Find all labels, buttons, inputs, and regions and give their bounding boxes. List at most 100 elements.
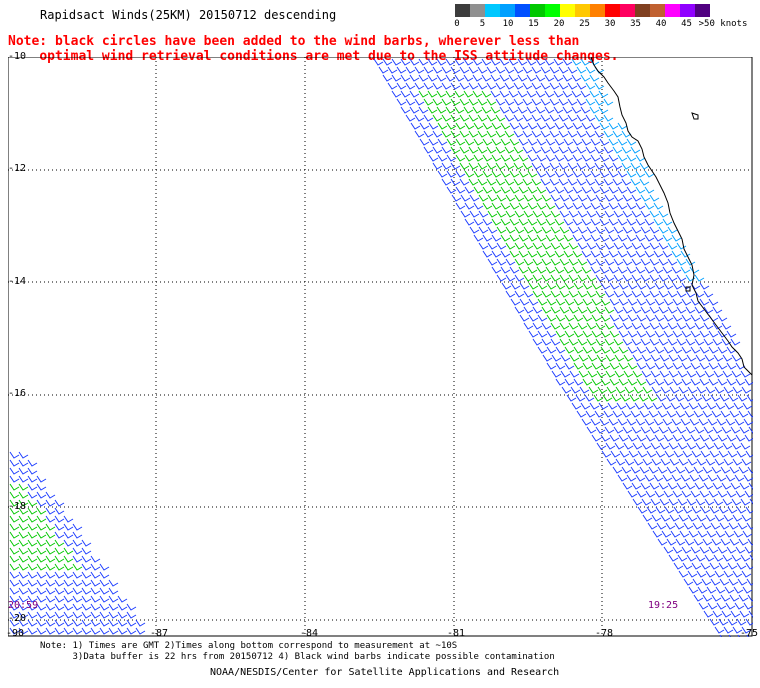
- wind-barb: [663, 434, 674, 442]
- wind-barb: [537, 298, 548, 306]
- wind-barb: [745, 618, 753, 626]
- wind-barb: [699, 490, 710, 498]
- wind-barb: [600, 434, 611, 442]
- wind-barb: [523, 306, 534, 314]
- wind-barb: [717, 314, 728, 322]
- wind-barb: [72, 523, 83, 531]
- wind-barb: [663, 330, 674, 338]
- wind-barb: [391, 74, 402, 82]
- wind-barb: [463, 90, 474, 98]
- wind-barb: [671, 234, 682, 242]
- wind-barb: [418, 106, 429, 114]
- wind-barb: [622, 242, 633, 250]
- wind-barb: [701, 578, 712, 586]
- wind-barb: [568, 306, 579, 314]
- wind-barb: [730, 610, 741, 618]
- wind-barb: [593, 394, 604, 402]
- wind-barb: [728, 578, 739, 586]
- wind-barb: [517, 106, 528, 114]
- wind-barb: [500, 234, 511, 242]
- wind-barb: [585, 410, 596, 418]
- wind-barb: [36, 571, 47, 579]
- wind-barb: [596, 370, 607, 378]
- wind-barb: [487, 210, 498, 218]
- legend-swatch: [455, 4, 470, 17]
- wind-barb: [18, 523, 29, 531]
- wind-barb: [676, 322, 687, 330]
- wind-barb: [699, 282, 710, 290]
- wind-barb: [691, 450, 702, 458]
- wind-barb: [36, 563, 47, 571]
- wind-barb: [554, 138, 565, 146]
- wind-barb: [733, 586, 744, 594]
- wind-barb: [63, 571, 74, 579]
- wind-barb: [589, 106, 600, 114]
- wind-barb: [541, 290, 552, 298]
- wind-barb: [18, 571, 29, 579]
- wind-barb: [18, 603, 29, 611]
- wind-barb: [603, 146, 614, 154]
- wind-barb: [690, 330, 701, 338]
- wind-barb: [622, 226, 633, 234]
- wind-barb: [45, 555, 56, 563]
- wind-barb: [505, 274, 516, 282]
- wind-barb: [735, 378, 746, 386]
- wind-barb: [627, 362, 638, 370]
- wind-barb: [633, 458, 644, 466]
- wind-barb: [63, 619, 74, 627]
- wind-barb: [108, 627, 119, 635]
- wind-barb: [689, 418, 700, 426]
- wind-barb: [661, 402, 672, 410]
- wind-barb: [545, 122, 556, 130]
- wind-barb: [564, 282, 575, 290]
- wind-barb: [675, 466, 686, 474]
- wind-barb: [63, 587, 74, 595]
- wind-barb: [599, 122, 610, 130]
- wind-barb: [573, 330, 584, 338]
- wind-barb: [9, 507, 20, 515]
- wind-barb: [641, 370, 652, 378]
- wind-barb: [617, 122, 628, 130]
- wind-barb: [695, 498, 706, 506]
- wind-barb: [532, 242, 543, 250]
- wind-barb: [563, 138, 574, 146]
- wind-barb: [635, 418, 646, 426]
- wind-barb: [663, 298, 674, 306]
- wind-barb: [726, 434, 737, 442]
- legend-label: >50 knots: [698, 19, 748, 29]
- wind-barb: [658, 426, 669, 434]
- wind-barb: [654, 314, 665, 322]
- wind-barb: [564, 378, 575, 386]
- wind-barb: [621, 162, 632, 170]
- wind-barb: [559, 194, 570, 202]
- wind-barb: [746, 578, 753, 586]
- wind-speed-legend: 0 5 10 15 20 25 30 35 40 45 >50 knots: [454, 4, 760, 31]
- wind-barb: [482, 218, 493, 226]
- wind-barb: [639, 466, 650, 474]
- wind-barb: [668, 442, 679, 450]
- wind-barb: [495, 98, 506, 106]
- lon-label: -90: [6, 628, 25, 639]
- wind-barb: [697, 530, 708, 538]
- wind-barb: [572, 250, 583, 258]
- wind-barb: [662, 266, 673, 274]
- wind-barb: [432, 82, 443, 90]
- wind-barb: [544, 90, 555, 98]
- wind-barb: [612, 178, 623, 186]
- wind-barb: [711, 466, 722, 474]
- wind-barb: [460, 194, 471, 202]
- wind-barb: [564, 330, 575, 338]
- wind-barb: [693, 538, 704, 546]
- wind-barb: [391, 58, 402, 66]
- wind-barb: [27, 595, 38, 603]
- wind-barb: [409, 74, 420, 82]
- wind-barb: [748, 426, 753, 434]
- wind-barb: [505, 226, 516, 234]
- wind-barb: [495, 178, 506, 186]
- wind-barb: [681, 490, 692, 498]
- wind-barb: [577, 322, 588, 330]
- wind-barb: [481, 74, 492, 82]
- wind-barb: [617, 234, 628, 242]
- wind-barb: [617, 418, 628, 426]
- wind-barb: [640, 258, 651, 266]
